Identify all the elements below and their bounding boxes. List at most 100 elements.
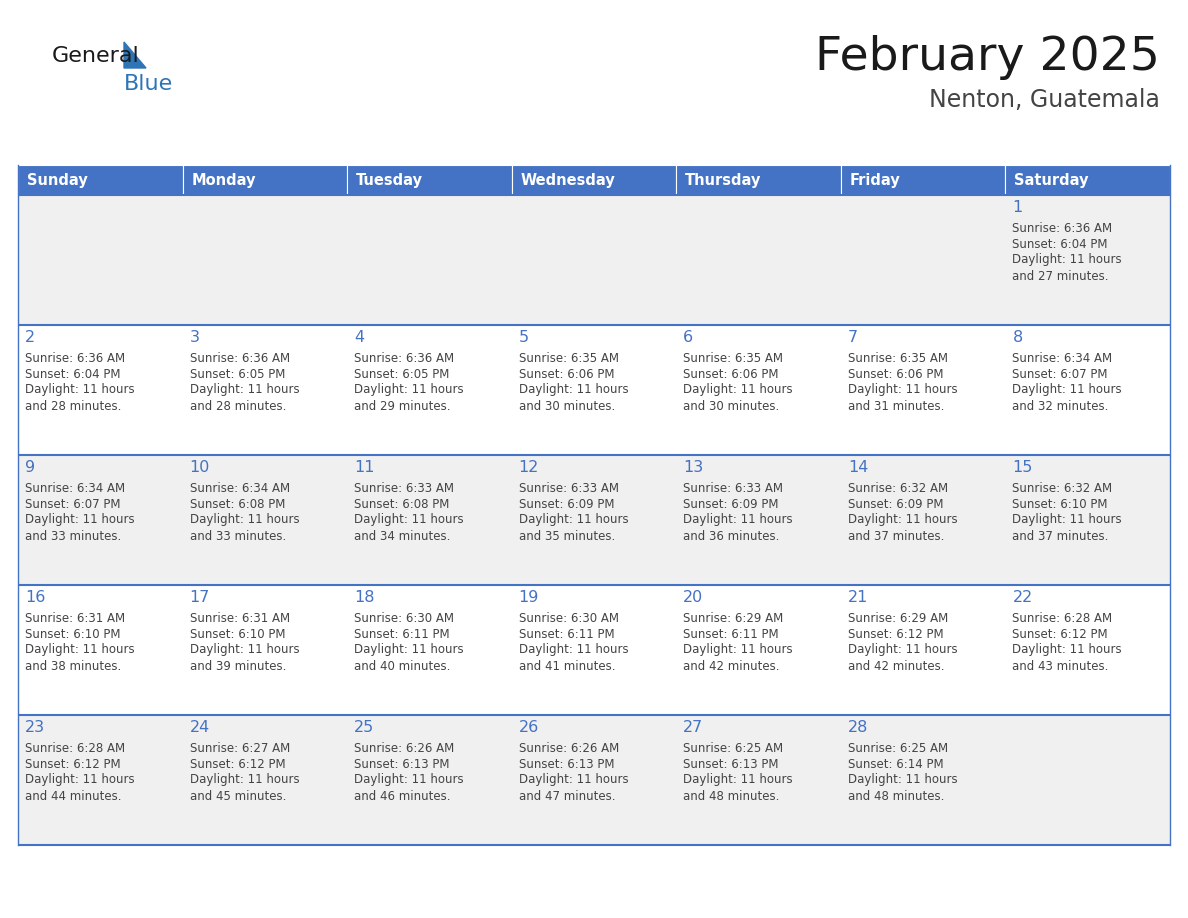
Text: Daylight: 11 hours: Daylight: 11 hours — [190, 384, 299, 397]
Polygon shape — [124, 42, 146, 68]
Text: and 28 minutes.: and 28 minutes. — [25, 399, 121, 412]
Text: and 48 minutes.: and 48 minutes. — [848, 789, 944, 802]
Text: Sunset: 6:04 PM: Sunset: 6:04 PM — [1012, 238, 1108, 251]
Text: 6: 6 — [683, 330, 694, 345]
Text: Daylight: 11 hours: Daylight: 11 hours — [25, 774, 134, 787]
Text: Sunset: 6:05 PM: Sunset: 6:05 PM — [190, 367, 285, 380]
Text: Daylight: 11 hours: Daylight: 11 hours — [354, 774, 463, 787]
Text: Sunrise: 6:35 AM: Sunrise: 6:35 AM — [683, 352, 783, 364]
Text: Sunrise: 6:27 AM: Sunrise: 6:27 AM — [190, 742, 290, 755]
Text: Sunset: 6:06 PM: Sunset: 6:06 PM — [519, 367, 614, 380]
Text: and 37 minutes.: and 37 minutes. — [848, 530, 944, 543]
Text: 10: 10 — [190, 461, 210, 476]
Text: and 35 minutes.: and 35 minutes. — [519, 530, 615, 543]
Text: and 36 minutes.: and 36 minutes. — [683, 530, 779, 543]
Text: Daylight: 11 hours: Daylight: 11 hours — [25, 644, 134, 656]
Text: Sunrise: 6:35 AM: Sunrise: 6:35 AM — [519, 352, 619, 364]
Text: 5: 5 — [519, 330, 529, 345]
Text: Sunrise: 6:25 AM: Sunrise: 6:25 AM — [683, 742, 783, 755]
Text: Sunset: 6:06 PM: Sunset: 6:06 PM — [848, 367, 943, 380]
Bar — [18, 715, 1170, 845]
Text: Sunrise: 6:33 AM: Sunrise: 6:33 AM — [683, 482, 783, 495]
Text: Sunset: 6:12 PM: Sunset: 6:12 PM — [25, 757, 121, 770]
Text: Daylight: 11 hours: Daylight: 11 hours — [683, 774, 792, 787]
Text: 24: 24 — [190, 721, 210, 735]
Text: 4: 4 — [354, 330, 365, 345]
Text: Daylight: 11 hours: Daylight: 11 hours — [25, 513, 134, 527]
Text: Saturday: Saturday — [1015, 173, 1089, 187]
Text: 28: 28 — [848, 721, 868, 735]
Text: 11: 11 — [354, 461, 374, 476]
Text: February 2025: February 2025 — [815, 36, 1159, 81]
Bar — [18, 585, 1170, 715]
Text: 16: 16 — [25, 590, 45, 606]
Text: Tuesday: Tuesday — [356, 173, 423, 187]
Text: and 44 minutes.: and 44 minutes. — [25, 789, 121, 802]
Text: Sunrise: 6:34 AM: Sunrise: 6:34 AM — [190, 482, 290, 495]
Text: Sunset: 6:07 PM: Sunset: 6:07 PM — [1012, 367, 1108, 380]
Text: Daylight: 11 hours: Daylight: 11 hours — [25, 384, 134, 397]
Text: Sunset: 6:09 PM: Sunset: 6:09 PM — [519, 498, 614, 510]
Text: 13: 13 — [683, 461, 703, 476]
Text: Sunset: 6:12 PM: Sunset: 6:12 PM — [848, 628, 943, 641]
Text: Sunrise: 6:36 AM: Sunrise: 6:36 AM — [1012, 221, 1112, 234]
Text: 15: 15 — [1012, 461, 1032, 476]
Text: Daylight: 11 hours: Daylight: 11 hours — [354, 644, 463, 656]
Text: Sunset: 6:11 PM: Sunset: 6:11 PM — [354, 628, 450, 641]
Text: 8: 8 — [1012, 330, 1023, 345]
Text: and 47 minutes.: and 47 minutes. — [519, 789, 615, 802]
Text: Sunrise: 6:31 AM: Sunrise: 6:31 AM — [25, 611, 125, 624]
Text: Sunrise: 6:34 AM: Sunrise: 6:34 AM — [1012, 352, 1112, 364]
Text: Sunset: 6:10 PM: Sunset: 6:10 PM — [190, 628, 285, 641]
Text: Daylight: 11 hours: Daylight: 11 hours — [519, 384, 628, 397]
Text: Sunset: 6:05 PM: Sunset: 6:05 PM — [354, 367, 449, 380]
Text: 7: 7 — [848, 330, 858, 345]
Text: Blue: Blue — [124, 74, 173, 94]
Bar — [18, 165, 183, 195]
Text: Sunrise: 6:28 AM: Sunrise: 6:28 AM — [1012, 611, 1112, 624]
Text: Sunrise: 6:36 AM: Sunrise: 6:36 AM — [354, 352, 454, 364]
Text: Sunrise: 6:32 AM: Sunrise: 6:32 AM — [1012, 482, 1112, 495]
Text: 19: 19 — [519, 590, 539, 606]
Text: and 29 minutes.: and 29 minutes. — [354, 399, 450, 412]
Text: Sunset: 6:08 PM: Sunset: 6:08 PM — [190, 498, 285, 510]
Text: and 32 minutes.: and 32 minutes. — [1012, 399, 1108, 412]
Text: Daylight: 11 hours: Daylight: 11 hours — [519, 513, 628, 527]
Text: and 45 minutes.: and 45 minutes. — [190, 789, 286, 802]
Text: Sunrise: 6:29 AM: Sunrise: 6:29 AM — [683, 611, 784, 624]
Text: Sunset: 6:10 PM: Sunset: 6:10 PM — [1012, 498, 1108, 510]
Text: Sunset: 6:10 PM: Sunset: 6:10 PM — [25, 628, 120, 641]
Text: 23: 23 — [25, 721, 45, 735]
Bar — [676, 165, 841, 195]
Text: Sunrise: 6:26 AM: Sunrise: 6:26 AM — [354, 742, 454, 755]
Text: Sunrise: 6:30 AM: Sunrise: 6:30 AM — [519, 611, 619, 624]
Text: Sunrise: 6:30 AM: Sunrise: 6:30 AM — [354, 611, 454, 624]
Text: and 33 minutes.: and 33 minutes. — [25, 530, 121, 543]
Text: Thursday: Thursday — [685, 173, 762, 187]
Text: 3: 3 — [190, 330, 200, 345]
Bar — [1005, 165, 1170, 195]
Text: 20: 20 — [683, 590, 703, 606]
Text: Monday: Monday — [191, 173, 257, 187]
Text: Daylight: 11 hours: Daylight: 11 hours — [190, 644, 299, 656]
Text: Sunrise: 6:28 AM: Sunrise: 6:28 AM — [25, 742, 125, 755]
Text: Daylight: 11 hours: Daylight: 11 hours — [683, 644, 792, 656]
Bar — [841, 165, 1005, 195]
Text: and 30 minutes.: and 30 minutes. — [519, 399, 615, 412]
Bar — [512, 165, 676, 195]
Text: 22: 22 — [1012, 590, 1032, 606]
Text: Sunrise: 6:34 AM: Sunrise: 6:34 AM — [25, 482, 125, 495]
Text: and 39 minutes.: and 39 minutes. — [190, 659, 286, 673]
Text: Sunset: 6:07 PM: Sunset: 6:07 PM — [25, 498, 120, 510]
Text: Sunset: 6:11 PM: Sunset: 6:11 PM — [683, 628, 779, 641]
Text: and 31 minutes.: and 31 minutes. — [848, 399, 944, 412]
Text: and 40 minutes.: and 40 minutes. — [354, 659, 450, 673]
Text: Sunrise: 6:33 AM: Sunrise: 6:33 AM — [519, 482, 619, 495]
Text: Daylight: 11 hours: Daylight: 11 hours — [519, 644, 628, 656]
Text: Sunset: 6:06 PM: Sunset: 6:06 PM — [683, 367, 779, 380]
Text: and 30 minutes.: and 30 minutes. — [683, 399, 779, 412]
Text: Wednesday: Wednesday — [520, 173, 615, 187]
Text: Sunrise: 6:36 AM: Sunrise: 6:36 AM — [25, 352, 125, 364]
Text: 2: 2 — [25, 330, 36, 345]
Text: Daylight: 11 hours: Daylight: 11 hours — [354, 513, 463, 527]
